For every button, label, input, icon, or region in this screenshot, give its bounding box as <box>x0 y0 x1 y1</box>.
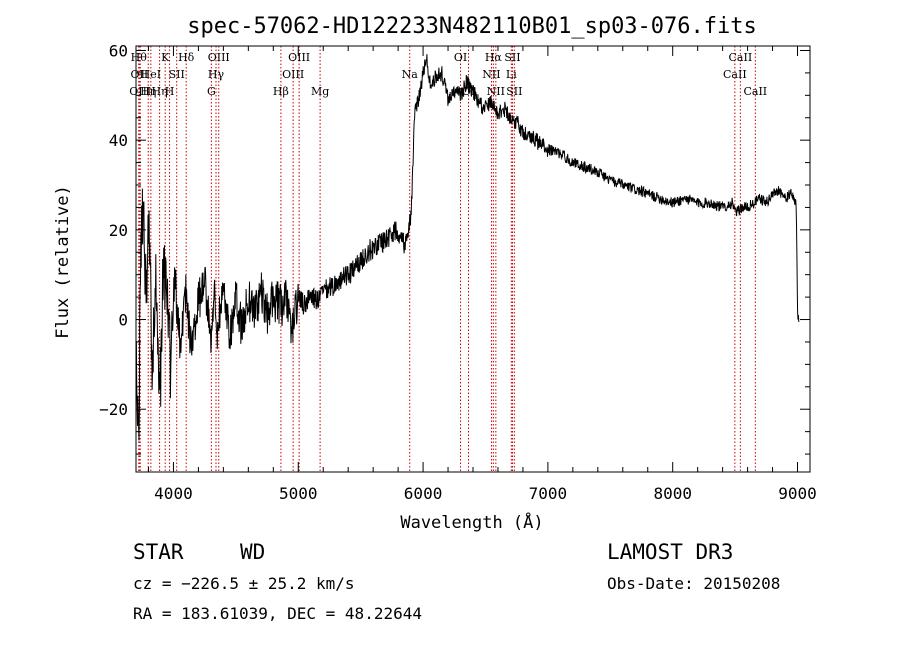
line-label-7: H <box>165 85 175 98</box>
line-label-15: OIII <box>288 51 310 64</box>
line-label-22: NII <box>487 85 505 98</box>
y-tick-label: 40 <box>109 131 128 150</box>
line-label-26: CaII <box>723 68 747 81</box>
x-axis-label: Wavelength (Å) <box>400 511 543 533</box>
y-tick-label: −20 <box>99 400 128 419</box>
line-label-20: NII <box>482 68 500 81</box>
plot-frame <box>135 45 811 473</box>
series-layer <box>135 54 800 441</box>
line-label-28: CaII <box>743 85 767 98</box>
line-labels: HθOIIOIIIHηHeIHηKHSIIHδGHγOIIIHβOIIIOIII… <box>129 51 767 98</box>
chart-title: spec-57062-HD122233N482110B01_sp03-076.f… <box>187 14 757 39</box>
survey-name: LAMOST DR3 <box>607 540 734 564</box>
coordinates: RA = 183.61039, DEC = 48.22644 <box>133 604 422 623</box>
line-label-17: Na <box>402 68 419 81</box>
line-label-19: OI <box>462 85 475 98</box>
line-label-24: SII <box>504 51 520 64</box>
x-tick-label: 8000 <box>653 484 692 503</box>
x-tick-label: 4000 <box>154 484 193 503</box>
line-markers <box>138 46 756 472</box>
line-label-18: OI <box>454 51 467 64</box>
line-label-5: Hη <box>151 85 167 98</box>
line-label-4: HeI <box>141 68 161 81</box>
axis-ticks: 4000 5000 6000 7000 8000 9000 −20 0 20 40 60 <box>99 41 817 503</box>
line-label-10: G <box>207 85 216 98</box>
line-label-23: Li <box>506 68 517 81</box>
object-subclass: WD <box>240 540 266 564</box>
line-label-11: Hγ <box>208 68 225 81</box>
y-axis-label: Flux (relative) <box>53 185 73 339</box>
x-tick-label: 7000 <box>529 484 568 503</box>
line-label-21: Hα <box>485 51 503 64</box>
y-tick-label: 20 <box>109 221 128 240</box>
x-tick-label: 5000 <box>279 484 318 503</box>
redshift-velocity: cz = −226.5 ± 25.2 km/s <box>133 574 355 593</box>
line-label-16: Mg <box>311 85 329 98</box>
line-label-27: CaII <box>729 51 753 64</box>
line-label-6: K <box>161 51 170 64</box>
line-label-8: SII <box>169 68 185 81</box>
x-tick-label: 9000 <box>778 484 817 503</box>
line-label-25: SII <box>506 85 522 98</box>
line-label-9: Hδ <box>178 51 195 64</box>
line-label-14: OIII <box>282 68 304 81</box>
line-label-13: Hβ <box>273 85 289 98</box>
line-label-0: Hθ <box>131 51 148 64</box>
x-tick-label: 6000 <box>404 484 443 503</box>
line-label-12: OIII <box>208 51 230 64</box>
observation-date: Obs-Date: 20150208 <box>607 574 781 593</box>
y-tick-label: 0 <box>118 311 128 330</box>
y-tick-label: 60 <box>109 41 128 60</box>
object-class: STAR <box>133 540 184 564</box>
series-flux-line <box>135 54 800 441</box>
line-label-3: Hη <box>140 85 156 98</box>
line-label-2: OIII <box>129 85 151 98</box>
line-label-1: OII <box>131 68 149 81</box>
